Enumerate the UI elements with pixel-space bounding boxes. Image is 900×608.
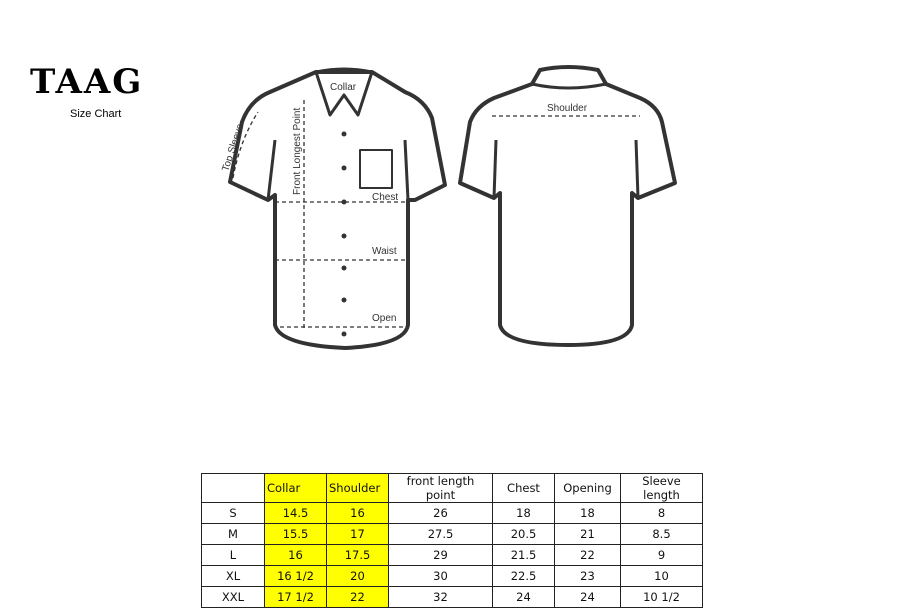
table-cell: 17: [326, 523, 389, 545]
table-cell: 27.5: [388, 523, 493, 545]
shirt-diagram: Collar Front Longest Point Top Sleeve Ch…: [220, 65, 677, 350]
table-cell: 22: [326, 586, 389, 608]
back-shirt: [458, 65, 677, 347]
table-cell: 8: [620, 502, 703, 524]
table-cell: 17 1/2: [264, 586, 327, 608]
table-row: XXL 17 1/2 22 32 24 24 10 1/2: [201, 586, 703, 608]
table-cell: 14.5: [264, 502, 327, 524]
front-shirt: [228, 67, 447, 350]
table-cell: XXL: [201, 586, 265, 608]
table-cell: 21.5: [492, 544, 555, 566]
label-shoulder: Shoulder: [547, 103, 588, 114]
label-chest: Chest: [372, 192, 398, 203]
label-waist: Waist: [372, 246, 397, 257]
page-subtitle: Size Chart: [70, 108, 122, 120]
table-cell: 16 1/2: [264, 565, 327, 587]
table-cell: 22.5: [492, 565, 555, 587]
table-cell: 20: [326, 565, 389, 587]
header-chest: Chest: [492, 473, 555, 503]
size-chart-table: Collar Shoulder front length point Chest…: [201, 473, 703, 608]
table-cell: 24: [492, 586, 555, 608]
table-cell: 18: [492, 502, 555, 524]
table-cell: 32: [388, 586, 493, 608]
table-cell: 22: [554, 544, 621, 566]
table-cell: 23: [554, 565, 621, 587]
table-cell: 9: [620, 544, 703, 566]
header-collar: Collar: [264, 473, 327, 503]
header-sleeve-length: Sleeve length: [620, 473, 703, 503]
table-cell: 16: [326, 502, 389, 524]
table-cell: 30: [388, 565, 493, 587]
table-cell: 21: [554, 523, 621, 545]
header-opening: Opening: [554, 473, 621, 503]
label-open: Open: [372, 313, 396, 324]
table-cell: 24: [554, 586, 621, 608]
table-row: M 15.5 17 27.5 20.5 21 8.5: [201, 523, 703, 545]
table-cell: L: [201, 544, 265, 566]
table-cell: 15.5: [264, 523, 327, 545]
table-header-row: Collar Shoulder front length point Chest…: [201, 473, 703, 503]
table-row: L 16 17.5 29 21.5 22 9: [201, 544, 703, 566]
table-row: XL 16 1/2 20 30 22.5 23 10: [201, 565, 703, 587]
header-front-length: front length point: [388, 473, 493, 503]
table-cell: 17.5: [326, 544, 389, 566]
table-cell: 8.5: [620, 523, 703, 545]
table-cell: M: [201, 523, 265, 545]
table-cell: 10 1/2: [620, 586, 703, 608]
table-cell: 20.5: [492, 523, 555, 545]
table-cell: 18: [554, 502, 621, 524]
table-cell: 16: [264, 544, 327, 566]
label-collar: Collar: [330, 82, 357, 93]
table-cell: XL: [201, 565, 265, 587]
brand-logo: TAAG: [30, 62, 144, 102]
table-row: S 14.5 16 26 18 18 8: [201, 502, 703, 524]
header-shoulder: Shoulder: [326, 473, 389, 503]
table-cell: S: [201, 502, 265, 524]
table-cell: 29: [388, 544, 493, 566]
header-size: [201, 473, 265, 503]
table-cell: 26: [388, 502, 493, 524]
table-cell: 10: [620, 565, 703, 587]
label-front-length: Front Longest Point: [292, 108, 303, 195]
